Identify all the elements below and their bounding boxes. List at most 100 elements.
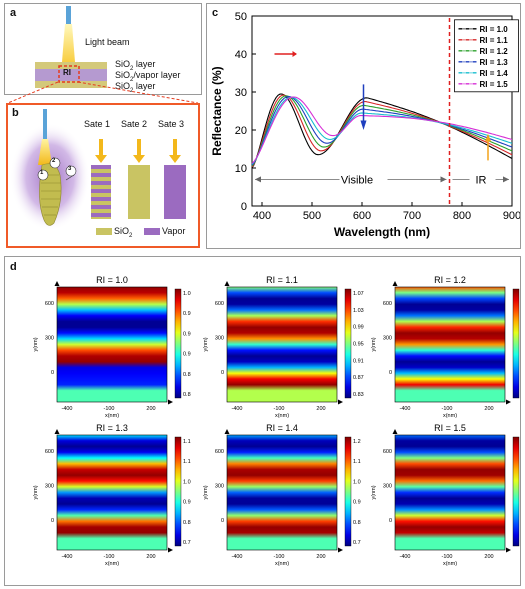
heatmap-y-tick: 600	[215, 301, 224, 307]
legend-label-3: RI = 1.2	[480, 47, 509, 56]
heatmap-plot-1	[56, 286, 168, 403]
series-line-3	[251, 95, 513, 167]
heatmap-x-tick: -400	[399, 406, 410, 412]
heatmap-x-label: x(nm)	[105, 561, 119, 567]
colorbar-tick: 1.0	[183, 291, 191, 297]
reflectance-chart: 400 500 600 700 800 900 0 10 20 30 40 50 Wavelength …	[210, 11, 520, 239]
y-tick-label: 20	[235, 125, 247, 137]
heatmap-x-tick: -400	[61, 554, 72, 560]
heatmap-y-tick: 0	[51, 518, 54, 524]
heatmap-x-arrow	[506, 547, 511, 553]
heatmap-x-tick: -100	[273, 554, 284, 560]
state1-label: Sate 1	[84, 119, 111, 129]
panel-a-illustration	[35, 6, 107, 88]
plot-area	[251, 15, 513, 207]
heatmap-y-tick: 600	[383, 301, 392, 307]
heatmap-title-2: RI = 1.1	[266, 275, 298, 285]
marker-2	[49, 157, 61, 169]
x-tick-label: 900	[503, 210, 520, 222]
heatmap-x-arrow	[168, 399, 173, 405]
visible-label-bg	[339, 171, 388, 186]
colorbar-tick: 0.83	[353, 392, 364, 398]
panel-d: d RI = 1.0 -400 -100 200 x(nm) 0 300 600 y(nm) 1.…	[4, 256, 521, 586]
colorbar-5	[344, 436, 352, 547]
heatmap-x-tick: 200	[146, 406, 155, 412]
peak-shift-arrowhead	[292, 51, 297, 57]
colorbar-tick: 1.0	[353, 479, 361, 485]
heatmap-y-tick: 600	[215, 449, 224, 455]
y-tick-label: 0	[241, 201, 247, 213]
series-line-5	[251, 96, 513, 165]
state3-label: Sate 3	[158, 119, 185, 129]
heatmap-y-arrow	[54, 281, 60, 286]
heatmap-y-tick: 0	[221, 370, 224, 376]
colorbar-tick: 0.8	[353, 520, 361, 526]
series-line-1	[251, 93, 513, 169]
x-tick-label: 500	[303, 210, 321, 222]
heatmap-y-arrow	[392, 429, 398, 434]
visible-region-label: Visible	[341, 174, 373, 186]
colorbar-tick: 0.87	[353, 375, 364, 381]
y-tick-label: 10	[235, 163, 247, 175]
heatmap-y-tick: 300	[383, 484, 392, 490]
colorbar-tick: 1.03	[353, 308, 364, 314]
heatmap-y-arrow	[224, 281, 230, 286]
vapor-layer	[35, 69, 107, 81]
heatmap-x-tick: 200	[316, 406, 325, 412]
ri-label: RI	[63, 68, 71, 77]
colorbar-2	[344, 288, 352, 399]
colorbar-tick: 1.1	[353, 459, 361, 465]
colorbar-6	[512, 436, 520, 547]
legend-vapor-label: Vapor	[162, 226, 186, 236]
panel-c-label: c	[212, 7, 219, 19]
reflectance-drop-arrowhead	[360, 120, 367, 130]
heatmap-plot-4	[56, 434, 168, 551]
heatmap-title-4: RI = 1.3	[96, 423, 128, 433]
colorbar-tick: 0.9	[183, 352, 191, 358]
x-tick-label: 400	[253, 210, 271, 222]
ir-right-arrowhead	[503, 176, 509, 183]
field-heatmaps: RI = 1.0 -400 -100 200 x(nm) 0 300 600 y(nm) 1.0 0…	[33, 275, 520, 567]
sio2-bottom-layer	[35, 81, 107, 88]
y-tick-label: 40	[235, 49, 247, 61]
colorbar-tick: 0.8	[183, 392, 191, 398]
heatmap-title-6: RI = 1.5	[434, 423, 466, 433]
state1-arrow	[95, 139, 107, 163]
legend-box	[454, 19, 519, 93]
x-tick-label: 700	[403, 210, 421, 222]
visible-left-arrowhead	[255, 176, 261, 183]
colorbar-tick: 0.95	[353, 342, 364, 348]
sio2-layer-label-2: SiO2 layer	[115, 81, 156, 94]
heatmap-x-label: x(nm)	[275, 561, 289, 567]
legend-sio2-swatch	[96, 228, 112, 235]
panel-a: a RI Light beam SiO2 layer SiO2/vapor la…	[4, 3, 202, 95]
heatmap-y-arrow	[224, 429, 230, 434]
colorbar-tick: 1.1	[183, 439, 191, 445]
colorbar-tick: 0.9	[353, 500, 361, 506]
state2-arrow	[133, 139, 145, 163]
sio2-layer-label-1: SiO2 layer	[115, 59, 156, 72]
colorbar-tick: 0.7	[183, 540, 191, 546]
colorbar-tick: 0.9	[183, 500, 191, 506]
heatmap-y-tick: 300	[45, 336, 54, 342]
panel-a-label: a	[10, 7, 17, 19]
heatmap-y-label: y(nm)	[33, 485, 39, 499]
zoom-connector	[7, 81, 199, 104]
state3-block	[164, 165, 186, 219]
y-tick-label: 50	[235, 11, 247, 23]
panel-b-label: b	[12, 107, 19, 119]
marker-3-label: 3	[68, 166, 72, 172]
colorbar-1	[174, 288, 182, 399]
heatmap-x-tick: -100	[441, 554, 452, 560]
heatmap-y-tick: 600	[45, 449, 54, 455]
panel-b-illustration	[10, 109, 186, 235]
heatmap-y-tick: 600	[383, 449, 392, 455]
heatmap-x-label: x(nm)	[443, 561, 457, 567]
heatmap-x-tick: 200	[484, 554, 493, 560]
heatmap-plot-2	[226, 286, 338, 403]
heatmap-x-tick: -100	[441, 406, 452, 412]
colorbar-tick: 1.1	[183, 459, 191, 465]
marker-1-label: 1	[40, 170, 44, 176]
ir-label-bg	[469, 171, 496, 186]
heatmap-x-label: x(nm)	[275, 413, 289, 419]
